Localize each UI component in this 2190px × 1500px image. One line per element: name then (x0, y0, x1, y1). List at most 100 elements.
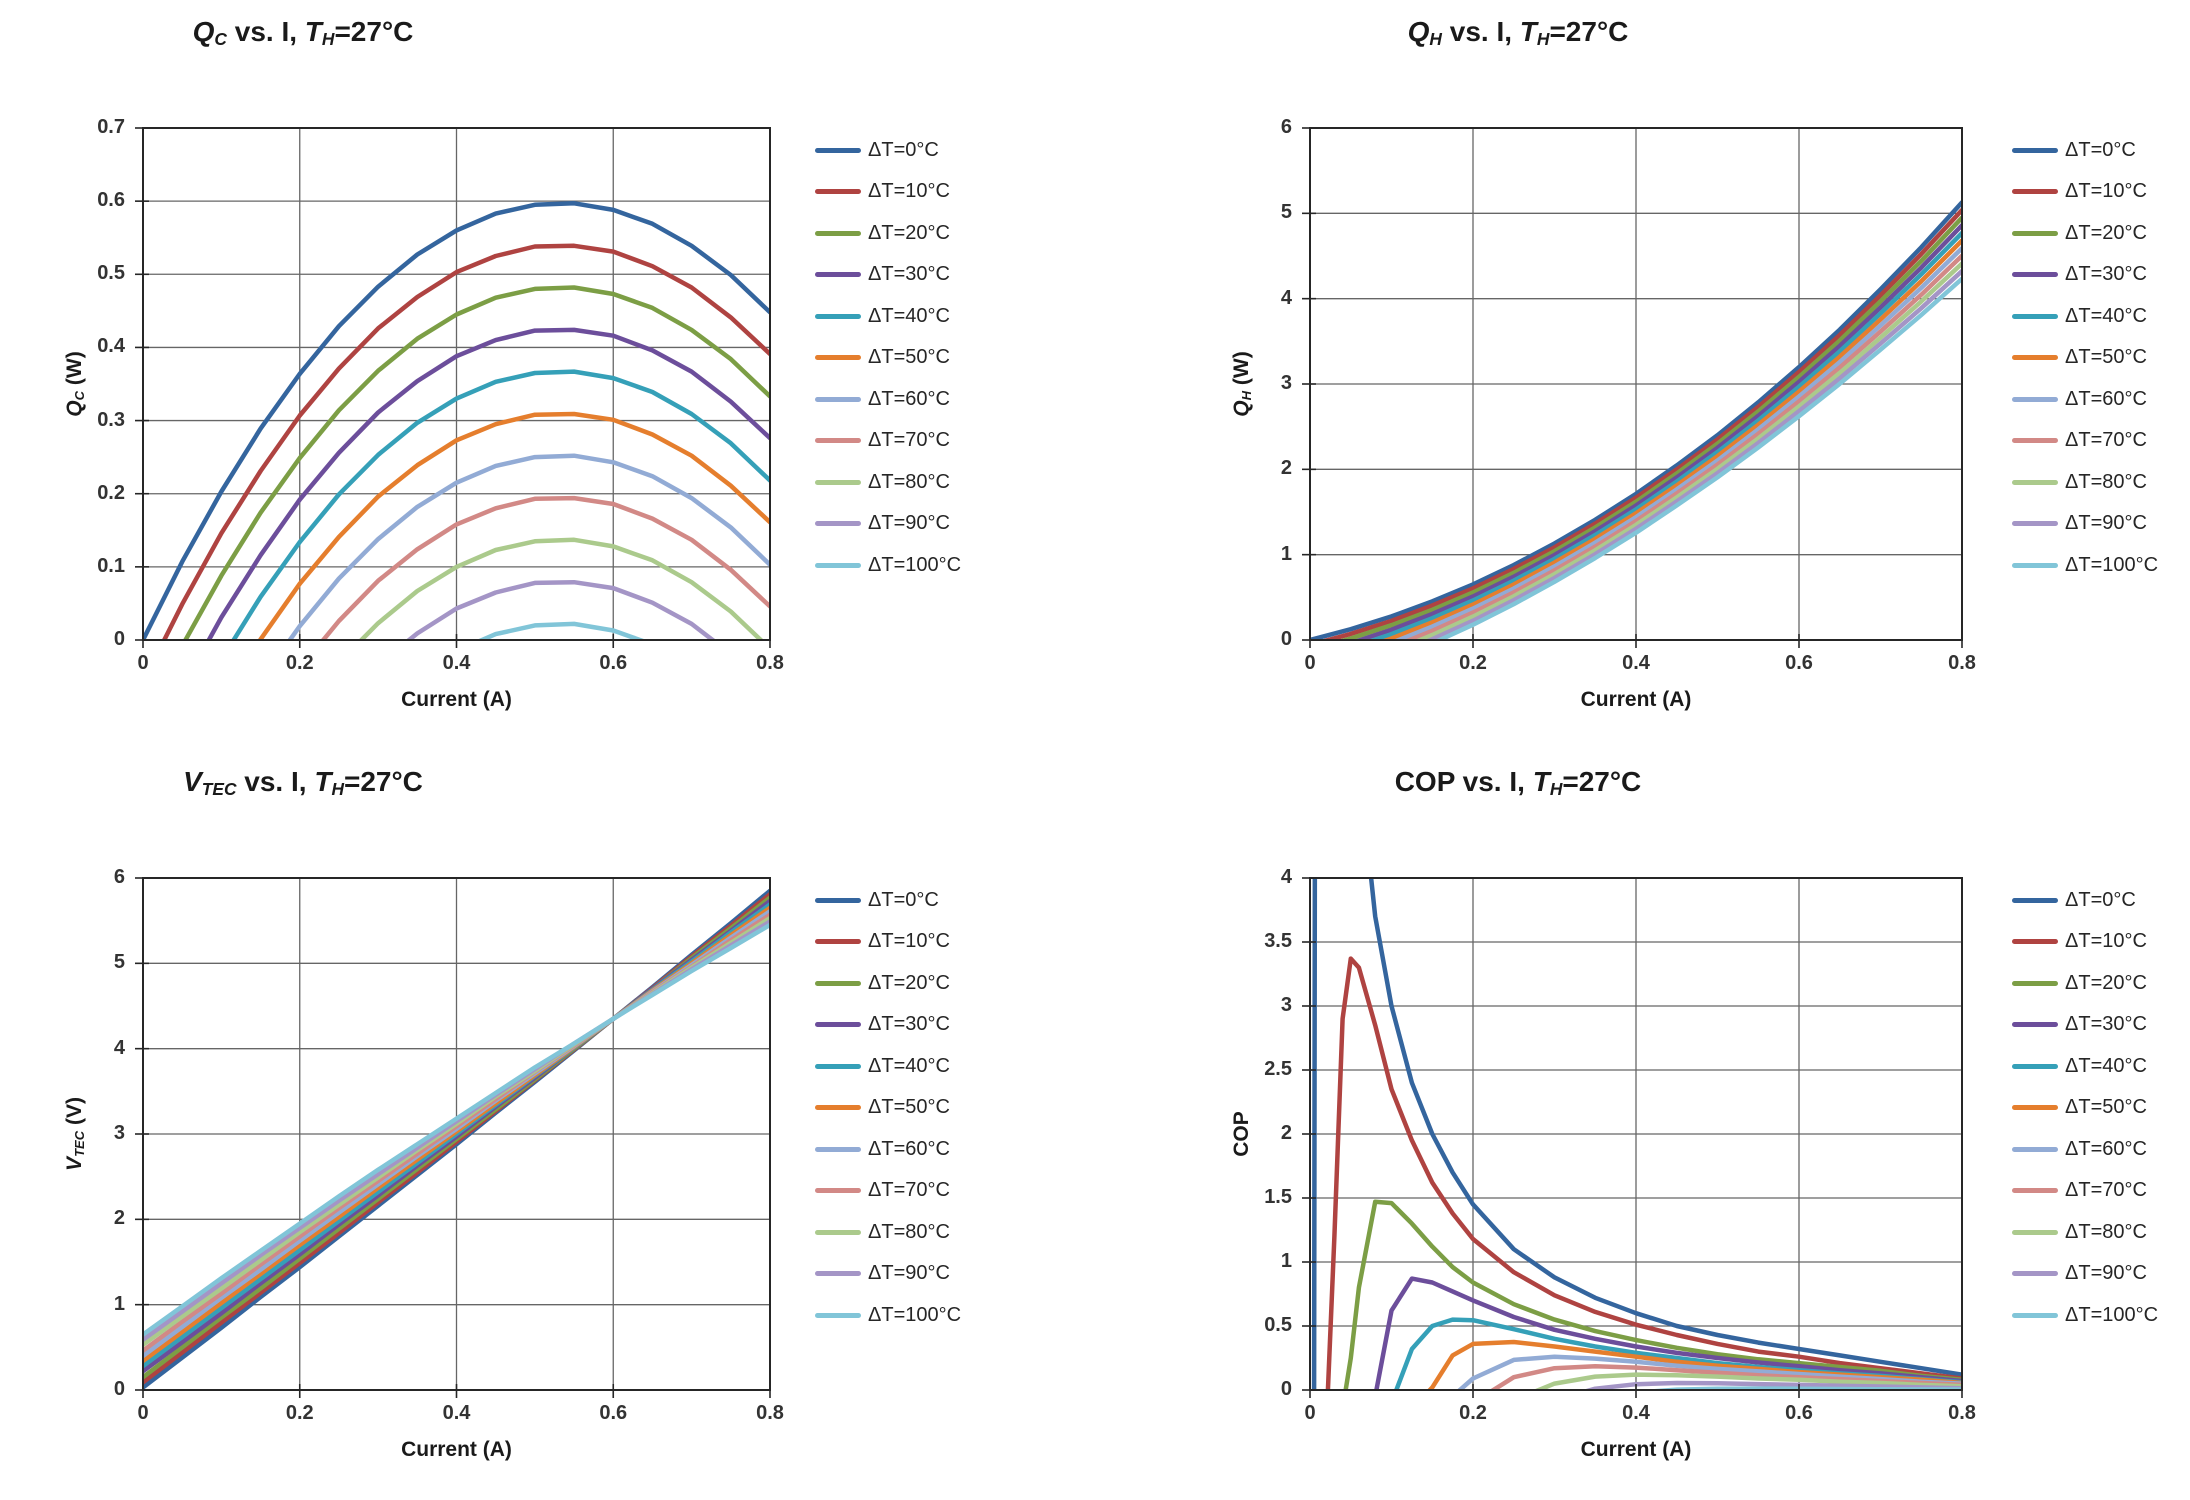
legend-label: ΔT=80°C (2065, 470, 2147, 493)
legend-item: ΔT=50°C (2012, 1096, 2147, 1119)
text-part: H (321, 28, 335, 49)
y-axis-label-cop: COP (1230, 1111, 1254, 1157)
legend-item: ΔT=80°C (815, 471, 950, 493)
series-line-qh-9 (1422, 268, 1962, 641)
y-tick-label: 1.5 (1264, 1186, 1292, 1208)
legend-label: ΔT=30°C (868, 263, 950, 285)
legend-item: ΔT=10°C (2012, 930, 2147, 953)
legend-label: ΔT=0°C (2065, 138, 2136, 161)
text-part: Q (192, 16, 215, 47)
text-part: V (63, 1156, 86, 1171)
legend-swatch (2012, 1229, 2058, 1235)
legend-item: ΔT=20°C (815, 222, 950, 244)
series-line-qh-5 (1377, 238, 1962, 641)
legend-item: ΔT=70°C (815, 1179, 950, 1202)
text-part: TEC (71, 1130, 87, 1157)
text-part: COP (1230, 1111, 1253, 1157)
x-tick-label: 0.8 (756, 1402, 784, 1424)
legend-item: ΔT=90°C (2012, 1262, 2147, 1285)
series-line-cop-9 (1578, 1380, 1962, 1391)
series-line-qc-0 (143, 201, 770, 641)
series-line-qc-6 (286, 453, 770, 641)
legend-item: ΔT=80°C (2012, 1221, 2147, 1243)
legend-label: ΔT=60°C (2065, 1137, 2147, 1160)
x-tick-label: 0.4 (1622, 1402, 1650, 1424)
y-tick-label: 0.4 (97, 335, 125, 358)
legend-label: ΔT=20°C (2065, 221, 2147, 244)
legend-swatch (815, 147, 861, 153)
legend-label: ΔT=20°C (868, 221, 950, 244)
legend-item: ΔT=10°C (815, 180, 950, 203)
text-part: T (1519, 16, 1537, 47)
series-line-cop-3 (1373, 1276, 1962, 1391)
y-tick-label: 3.5 (1264, 930, 1292, 952)
y-tick-label: 0 (1280, 1378, 1292, 1400)
legend-item: ΔT=100°C (2012, 1304, 2158, 1326)
legend-label: ΔT=10°C (868, 930, 950, 952)
x-tick-label: 0.8 (1948, 652, 1976, 674)
text-part: (W) (1230, 351, 1253, 391)
legend-swatch (2012, 980, 2058, 986)
series-line-qh-10 (1432, 276, 1962, 641)
series-line-qc-1 (161, 243, 770, 641)
legend-swatch (815, 939, 861, 944)
legend-swatch (2012, 396, 2058, 402)
plot-svg-qh (1302, 127, 1963, 648)
legend-swatch (815, 980, 861, 986)
text-part: Q (1230, 400, 1253, 417)
legend-swatch (2012, 189, 2058, 194)
legend-swatch (2012, 1188, 2058, 1193)
series-line-qh-0 (1310, 200, 1962, 641)
legend-item: ΔT=40°C (2012, 305, 2147, 327)
legend-item: ΔT=70°C (2012, 429, 2147, 452)
legend-label: ΔT=60°C (2065, 387, 2147, 410)
y-tick-label: 0.3 (97, 408, 125, 431)
legend-item: ΔT=50°C (2012, 346, 2147, 369)
legend-item: ΔT=70°C (2012, 1179, 2147, 1202)
legend-item: ΔT=20°C (2012, 972, 2147, 994)
legend-swatch (815, 1146, 861, 1152)
legend-label: ΔT=30°C (2065, 263, 2147, 285)
y-tick-label: 3 (1280, 994, 1292, 1016)
y-axis-label-qc: QC (W) (63, 351, 87, 416)
legend-label: ΔT=40°C (2065, 1054, 2147, 1077)
legend-label: ΔT=70°C (2065, 1179, 2147, 1201)
y-tick-label: 0 (113, 1378, 125, 1400)
legend-swatch (815, 230, 861, 236)
legend-item: ΔT=30°C (815, 1013, 950, 1036)
legend-item: ΔT=80°C (2012, 471, 2147, 493)
legend-swatch (2012, 897, 2058, 903)
legend-item: ΔT=60°C (815, 1138, 950, 1160)
legend-item: ΔT=100°C (2012, 554, 2158, 576)
x-axis-label-vtec: Current (A) (401, 1438, 512, 1461)
legend-item: ΔT=70°C (815, 429, 950, 452)
y-tick-label: 0.5 (97, 262, 125, 285)
series-line-qc-5 (256, 411, 770, 641)
legend-item: ΔT=60°C (2012, 1138, 2147, 1160)
legend-item: ΔT=60°C (815, 388, 950, 410)
series-line-cop-0 (1311, 877, 1962, 1391)
legend-label: ΔT=10°C (868, 180, 950, 202)
legend-item: ΔT=0°C (2012, 139, 2136, 161)
y-tick-label: 2.5 (1264, 1058, 1292, 1080)
y-tick-label: 2 (1280, 1122, 1292, 1144)
y-tick-label: 2 (113, 1207, 125, 1230)
legend-label: ΔT=50°C (2065, 346, 2147, 368)
legend-item: ΔT=30°C (2012, 1013, 2147, 1036)
plot-svg-cop (1302, 877, 1963, 1398)
legend-label: ΔT=80°C (2065, 1220, 2147, 1243)
legend-label: ΔT=70°C (868, 429, 950, 451)
legend-label: ΔT=100°C (868, 553, 962, 576)
legend-label: ΔT=50°C (868, 1096, 950, 1118)
text-part: =27°C (334, 16, 414, 47)
y-tick-label: 0 (113, 628, 125, 650)
x-tick-label: 0.2 (285, 652, 314, 674)
legend-swatch (815, 396, 861, 402)
y-tick-label: 1 (113, 1292, 125, 1315)
legend-item: ΔT=10°C (2012, 180, 2147, 203)
legend-swatch (815, 562, 861, 568)
x-tick-label: 0 (137, 1402, 149, 1424)
legend-swatch (2012, 1146, 2058, 1152)
text-part: T (304, 16, 322, 47)
x-tick-label: 0.6 (599, 652, 628, 674)
